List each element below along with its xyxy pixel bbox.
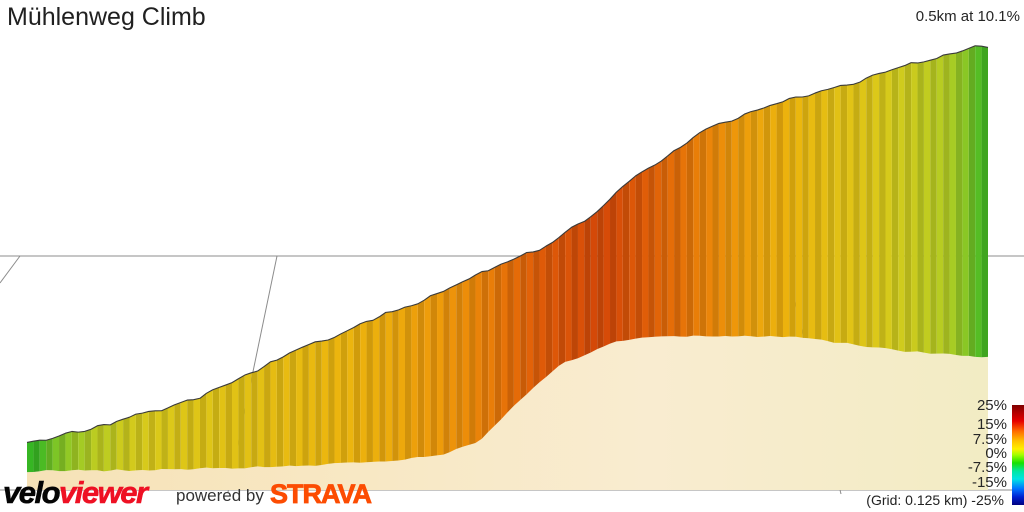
svg-text:25%: 25%	[977, 397, 1007, 414]
